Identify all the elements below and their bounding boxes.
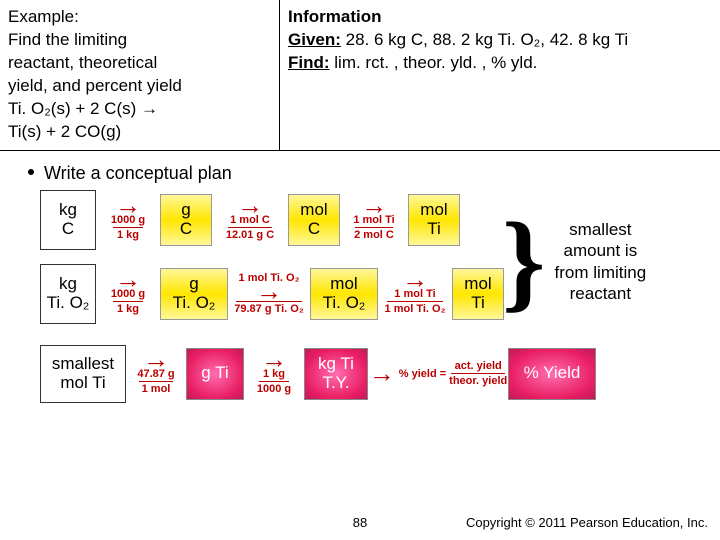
box-mol-c: molC (288, 194, 340, 246)
side-note: smallest amount is from limiting reactan… (547, 219, 653, 304)
arrow-step: → 1 mol Ti2 mol C (340, 198, 408, 241)
flow-row-yield: smallestmol Ti → 47.87 g1 mol g Ti → 1 k… (40, 342, 712, 406)
box-kg-c: kgC (40, 190, 96, 250)
page-number: 88 (353, 515, 367, 530)
info-panel: Information Given: 28. 6 kg C, 88. 2 kg … (280, 0, 720, 150)
bullet-line: Write a conceptual plan (0, 151, 720, 188)
arrow-step: → 1 kg1000 g (244, 352, 304, 395)
arrow-step: 1 mol Ti. O₂ → 79.87 g Ti. O₂ (228, 272, 310, 315)
find-text: lim. rct. , theor. yld. , % yld. (330, 53, 538, 72)
flow-row-c: kgC → 1000 g1 kg gC → 1 mol C12.01 g C m… (40, 188, 504, 252)
reaction-line: Ti(s) + 2 CO(g) (8, 121, 271, 144)
problem-line: Find the limiting (8, 29, 271, 52)
box-percent-yield: % Yield (508, 348, 596, 400)
arrow-step: → 1 mol Ti1 mol Ti. O₂ (378, 272, 452, 315)
footer: 88 Copyright © 2011 Pearson Education, I… (0, 515, 720, 530)
box-smallest-mol-ti: smallestmol Ti (40, 345, 126, 403)
problem-line: yield, and percent yield (8, 75, 271, 98)
reaction-line: Ti. O₂(s) + 2 C(s) → (8, 98, 271, 121)
given-text: 28. 6 kg C, 88. 2 kg Ti. O₂, 42. 8 kg Ti (341, 30, 628, 49)
copyright: Copyright © 2011 Pearson Education, Inc. (466, 515, 708, 530)
example-label: Example: (8, 6, 271, 29)
box-kg-tio2: kgTi. O₂ (40, 264, 96, 324)
box-mol-ti: molTi (452, 268, 504, 320)
arrow-step: → 47.87 g1 mol (126, 352, 186, 395)
arrow-step: → % yield = act. yieldtheor. yield (368, 360, 508, 387)
box-mol-tio2: molTi. O₂ (310, 268, 378, 320)
arrow-step: → 1 mol C12.01 g C (212, 198, 288, 241)
example-panel: Example: Find the limiting reactant, the… (0, 0, 280, 150)
box-g-ti: g Ti (186, 348, 244, 400)
brace-icon: } (502, 223, 545, 300)
box-g-tio2: gTi. O₂ (160, 268, 228, 320)
flow-row-tio2: kgTi. O₂ → 1000 g1 kg gTi. O₂ 1 mol Ti. … (40, 262, 504, 326)
bullet-icon (28, 169, 34, 175)
arrow-step: → 1000 g1 kg (96, 272, 160, 315)
arrow-step: → 1000 g1 kg (96, 198, 160, 241)
given-label: Given: (288, 30, 341, 49)
box-mol-ti: molTi (408, 194, 460, 246)
box-kg-ti-ty: kg TiT.Y. (304, 348, 368, 400)
bullet-text: Write a conceptual plan (44, 163, 232, 183)
problem-line: reactant, theoretical (8, 52, 271, 75)
box-g-c: gC (160, 194, 212, 246)
info-label: Information (288, 7, 382, 26)
find-label: Find: (288, 53, 330, 72)
